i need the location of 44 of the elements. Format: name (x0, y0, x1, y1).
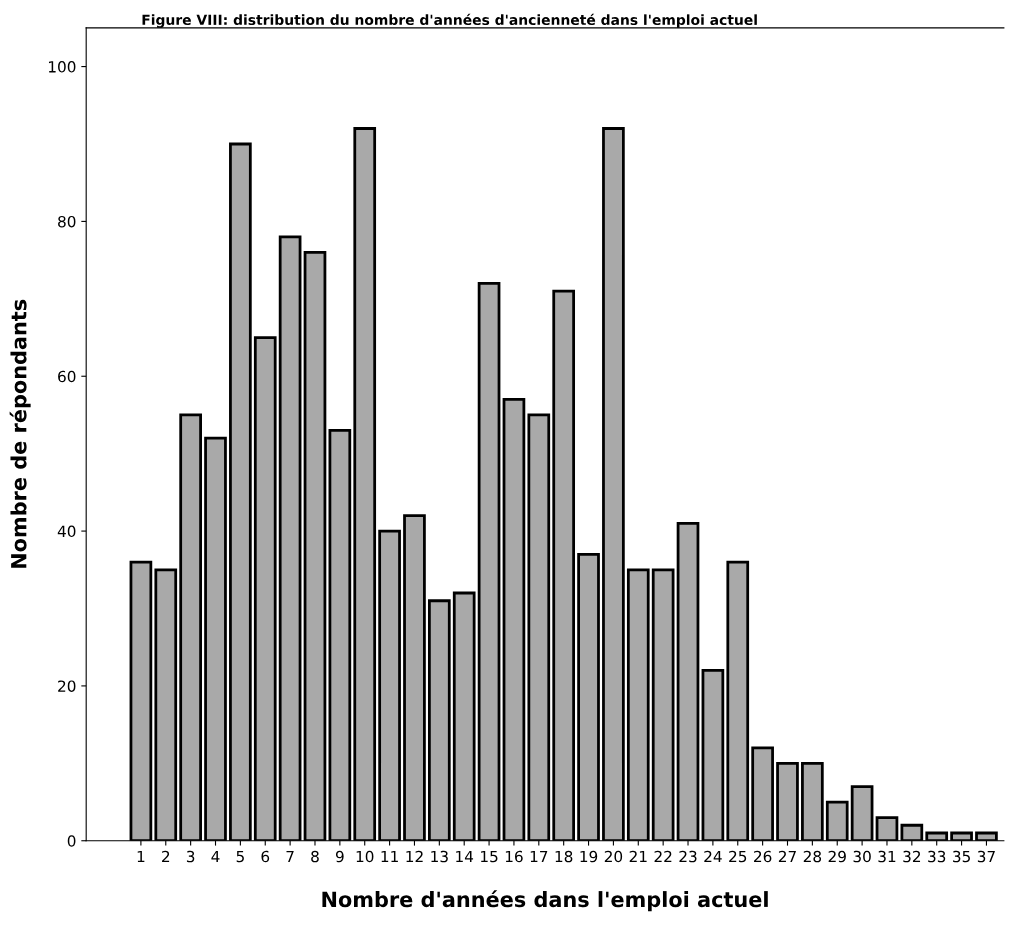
x-tick-label: 30 (853, 850, 871, 863)
x-tick-label: 31 (878, 850, 896, 863)
y-tick-label: 60 (58, 370, 76, 383)
y-axis-title: Nombre de répondants (9, 299, 31, 568)
x-tick-label: 9 (335, 850, 344, 863)
x-tick-label: 24 (704, 850, 722, 863)
x-tick-label: 27 (778, 850, 796, 863)
x-tick-label: 35 (953, 850, 970, 863)
x-tick-label: 12 (406, 850, 423, 863)
x-tick-label: 16 (505, 850, 523, 863)
x-tick-label: 18 (555, 850, 573, 863)
x-tick-label: 2 (162, 850, 170, 863)
x-tick-label: 19 (580, 850, 598, 863)
x-tick-label: 33 (928, 850, 946, 863)
x-tick-label: 26 (754, 850, 772, 863)
x-tick-label: 32 (903, 850, 921, 863)
x-tick-label: 8 (311, 850, 319, 863)
x-tick-label: 6 (261, 850, 270, 863)
x-axis-title: Nombre d'années dans l'emploi actuel (322, 890, 768, 912)
y-tick-label: 40 (57, 525, 76, 538)
x-tick-label: 1 (137, 850, 145, 863)
x-tick-label: 3 (186, 850, 195, 863)
x-tick-label: 20 (604, 850, 623, 863)
x-tick-label: 22 (654, 850, 672, 863)
x-tick-label: 28 (803, 850, 822, 863)
x-tick-label: 17 (530, 850, 548, 863)
x-tick-label: 29 (828, 850, 846, 863)
x-tick-label: 10 (356, 850, 374, 863)
chart-title: Figure VIII: distribution du nombre d'années d'ancienneté dans l'emploi actuel (142, 13, 757, 28)
y-tick-label: 20 (58, 680, 76, 692)
x-tick-label: 25 (729, 850, 747, 863)
y-tick-label: 0 (67, 835, 76, 847)
x-tick-label: 4 (211, 850, 220, 863)
x-tick-label: 15 (481, 850, 498, 863)
x-tick-label: 7 (286, 850, 294, 863)
x-tick-label: 14 (456, 850, 474, 863)
x-tick-label: 37 (977, 850, 995, 863)
x-tick-label: 5 (236, 850, 244, 863)
y-tick-label: 100 (48, 61, 76, 73)
x-tick-label: 11 (381, 850, 398, 863)
x-tick-label: 21 (629, 850, 647, 863)
x-tick-label: 23 (679, 850, 697, 863)
y-tick-label: 80 (58, 215, 76, 228)
x-tick-label: 13 (431, 850, 448, 863)
